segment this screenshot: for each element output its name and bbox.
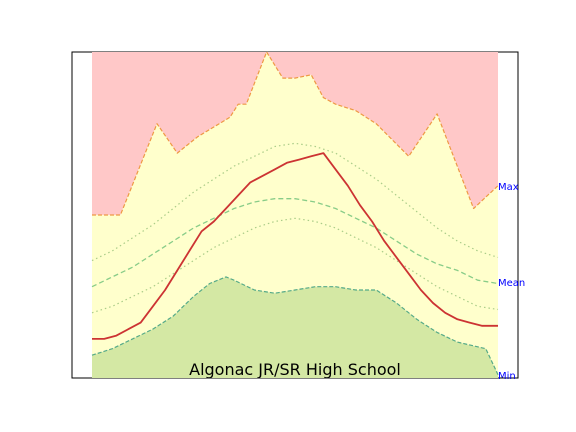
max-label: Max (498, 182, 519, 193)
mean-label: Mean (498, 278, 525, 289)
mid-band (92, 52, 498, 375)
upper-dotted-line (91, 142, 499, 262)
mean-line (91, 198, 499, 288)
bands (92, 52, 498, 378)
max-line (92, 51, 499, 216)
lower-dotted-line (91, 217, 499, 314)
min-line (91, 276, 499, 375)
min-label: Min (498, 371, 516, 382)
chart-title: Algonac JR/SR High School (189, 360, 401, 379)
max-band (92, 52, 498, 215)
lines (91, 51, 499, 375)
current-line (92, 152, 498, 340)
min-band (92, 276, 498, 378)
